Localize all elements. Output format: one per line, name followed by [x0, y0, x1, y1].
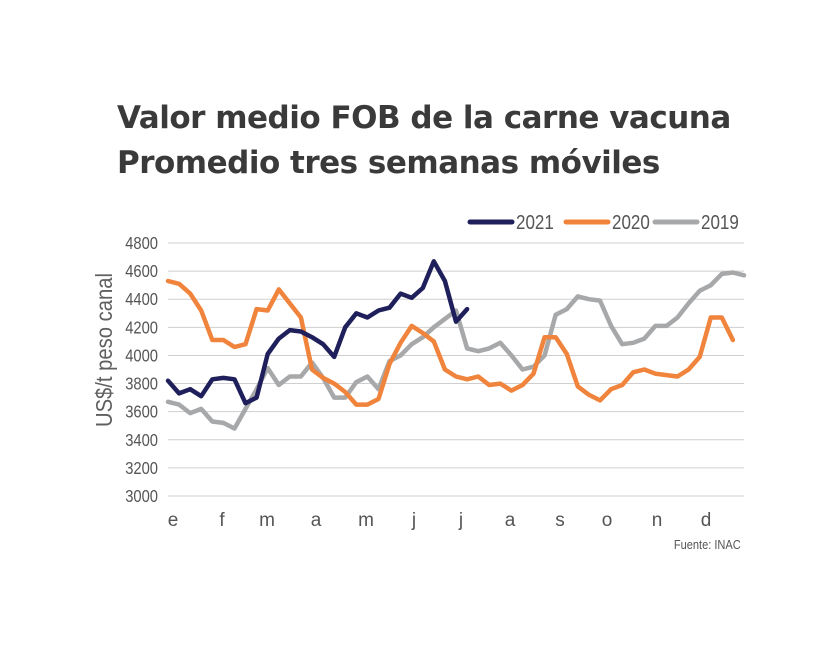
x-tick-label: m: [358, 510, 374, 531]
chart-title-line1: Valor medio FOB de la carne vacuna: [117, 100, 731, 136]
x-tick-label: n: [652, 510, 663, 531]
x-tick-label: j: [458, 510, 463, 531]
y-tick-label: 3000: [125, 487, 158, 507]
y-tick-label: 4600: [125, 262, 158, 282]
source-note: Fuente: INAC: [674, 537, 741, 552]
series-line-2019: [165, 270, 747, 431]
legend-label-2021: 2021: [516, 211, 554, 234]
x-tick-label: o: [602, 510, 613, 531]
legend-label-2019: 2019: [701, 211, 739, 234]
y-axis-label: US$/t peso canal: [91, 273, 118, 427]
x-tick-label: j: [411, 510, 416, 531]
series-line-2021: [165, 259, 470, 406]
series-lines: [165, 259, 747, 431]
y-tick-label: 4200: [125, 318, 158, 338]
y-tick-label: 4400: [125, 290, 158, 310]
legend-label-2020: 2020: [612, 211, 650, 234]
gridlines: [168, 242, 744, 497]
x-tick-label: a: [311, 510, 322, 531]
x-tick-label: e: [168, 510, 179, 531]
series-line-2020: [165, 278, 736, 407]
y-tick-label: 4000: [125, 346, 158, 366]
x-tick-label: a: [505, 510, 516, 531]
y-tick-labels: 4800 4600 4400 4200 4000 3800 3600 3400 3200 3000: [125, 234, 158, 507]
x-tick-label: m: [259, 510, 275, 531]
y-tick-label: 3400: [125, 430, 158, 450]
x-tick-label: f: [219, 510, 225, 531]
legend: 2021 2020 2019: [467, 211, 739, 234]
x-tick-label: d: [701, 510, 712, 531]
x-tick-label: s: [555, 510, 565, 531]
y-tick-label: 3800: [125, 374, 158, 394]
y-tick-label: 4800: [125, 234, 158, 254]
y-tick-label: 3600: [125, 402, 158, 422]
y-tick-label: 3200: [125, 459, 158, 479]
chart-title-line2: Promedio tres semanas móviles: [117, 145, 660, 181]
